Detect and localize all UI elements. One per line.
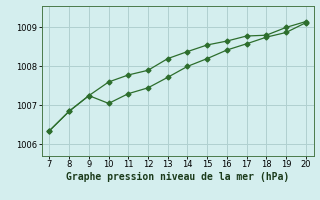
X-axis label: Graphe pression niveau de la mer (hPa): Graphe pression niveau de la mer (hPa) — [66, 172, 289, 182]
